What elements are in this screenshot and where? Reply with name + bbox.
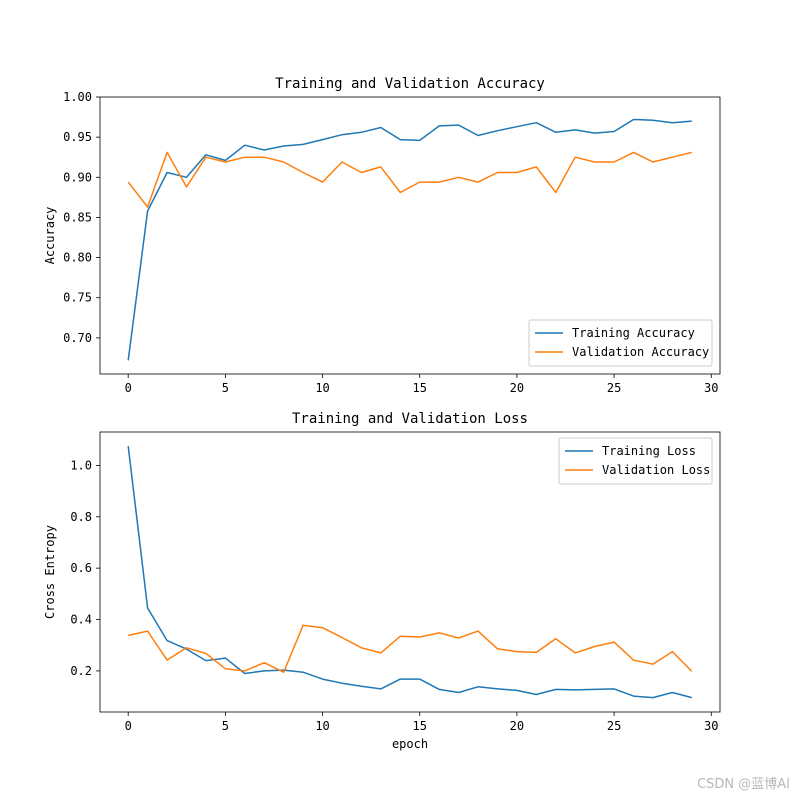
x-tick-label: 10 (315, 719, 329, 733)
x-tick-label: 25 (607, 719, 621, 733)
y-tick-label: 1.0 (70, 458, 92, 472)
series-line-validation-loss (128, 624, 693, 673)
accuracy-plot: Training and Validation Accuracy 0 5 10 15 20… (43, 76, 721, 395)
legend-label: Validation Loss (602, 463, 710, 477)
x-tick-label: 30 (704, 719, 718, 733)
x-tick-label: 30 (704, 381, 718, 395)
x-tick-label: 0 (125, 381, 132, 395)
axes-frame (99, 431, 721, 713)
x-tick-label: 5 (222, 381, 229, 395)
legend: Training Accuracy Validation Accuracy (528, 319, 713, 367)
legend-label: Validation Accuracy (572, 345, 709, 359)
y-tick-label: 0.75 (63, 291, 92, 305)
x-tick-label: 5 (222, 719, 229, 733)
y-tick-label: 0.8 (70, 510, 92, 524)
y-axis-label: Accuracy (43, 207, 57, 265)
legend: Training Loss Validation Loss (558, 437, 713, 485)
y-tick-label: 0.80 (63, 251, 92, 265)
y-tick-label: 0.4 (70, 613, 92, 627)
y-tick-label: 1.00 (63, 90, 92, 104)
legend-box (528, 319, 713, 367)
axes-frame (99, 96, 721, 375)
loss-plot: Training and Validation Loss 0 5 10 15 20 25 30… (43, 411, 721, 751)
legend-label: Training Accuracy (572, 326, 695, 340)
y-tick-label: 0.95 (63, 130, 92, 144)
y-tick-label: 0.2 (70, 664, 92, 678)
x-tick-label: 20 (510, 719, 524, 733)
legend-label: Training Loss (602, 444, 696, 458)
series-line-training-loss (127, 446, 692, 699)
y-axis-label: Cross Entropy (43, 525, 57, 619)
legend-box (558, 437, 713, 485)
series-line-validation-accuracy (127, 151, 692, 208)
watermark: CSDN @蓝博AI (697, 777, 790, 792)
x-tick-label: 25 (607, 381, 621, 395)
x-axis-label: epoch (392, 737, 428, 751)
series-line-training-accuracy (127, 118, 692, 361)
x-tick-label: 10 (315, 381, 329, 395)
x-tick-label: 15 (412, 719, 426, 733)
y-tick-label: 0.90 (63, 170, 92, 184)
x-tick-label: 0 (125, 719, 132, 733)
y-tick-label: 0.6 (70, 561, 92, 575)
y-tick-label: 0.85 (63, 210, 92, 224)
x-tick-label: 15 (412, 381, 426, 395)
x-tick-label: 20 (510, 381, 524, 395)
y-tick-label: 0.70 (63, 331, 92, 345)
chart-title: Training and Validation Loss (292, 411, 528, 427)
chart-title: Training and Validation Accuracy (275, 76, 545, 92)
